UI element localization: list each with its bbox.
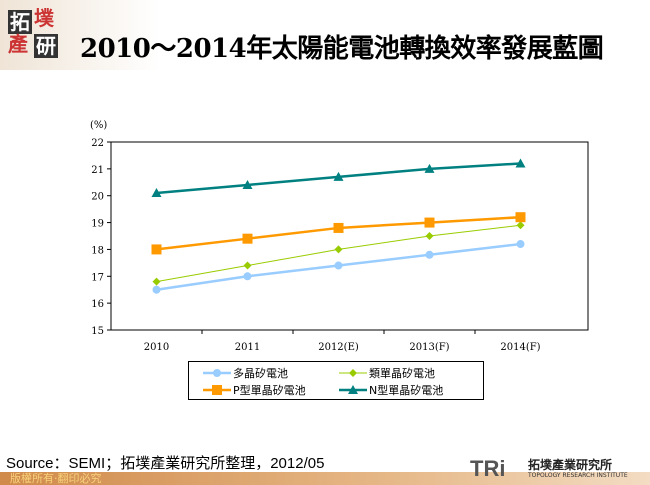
series-line <box>156 215 521 251</box>
series-3 <box>151 158 526 198</box>
data-point <box>425 250 434 259</box>
footer-bar <box>0 472 650 485</box>
legend-label: P型單晶矽電池 <box>233 383 306 397</box>
y-tick-label: 17 <box>91 272 104 283</box>
y-tick-label: 16 <box>91 299 104 310</box>
y-tick-label: 18 <box>91 245 104 256</box>
legend-marker <box>213 368 221 377</box>
data-point <box>152 285 161 294</box>
data-point <box>424 163 435 173</box>
data-point <box>334 245 343 254</box>
data-point <box>333 222 344 233</box>
legend-label: 類單晶矽電池 <box>369 366 435 380</box>
copyright-text: 版權所有‧翻印必究 <box>10 472 102 485</box>
x-tick-label: 2013(F) <box>409 342 449 353</box>
data-point <box>242 233 253 244</box>
tri-logo: TRi <box>470 456 506 481</box>
series-line <box>156 224 521 283</box>
data-point <box>516 221 525 230</box>
legend-swatch <box>339 368 367 377</box>
y-tick-label: 20 <box>91 192 104 203</box>
y-tick-label: 15 <box>91 326 104 337</box>
legend-swatch <box>339 384 367 394</box>
data-point <box>424 217 435 228</box>
y-tick-label: 21 <box>91 165 104 176</box>
data-point <box>152 277 161 286</box>
tri-name-en: TOPOLOGY RESEARCH INSTITUTE <box>528 472 628 479</box>
x-tick-label: 2012(E) <box>318 342 359 353</box>
series-2 <box>151 212 526 255</box>
legend-item: P型單晶矽電池 <box>203 381 306 398</box>
legend-marker <box>212 384 222 395</box>
legend-item: 類單晶矽電池 <box>339 364 435 381</box>
x-tick-label: 2010 <box>144 342 169 353</box>
data-point <box>242 179 253 189</box>
series-1 <box>152 221 525 286</box>
x-tick-label: 2014(F) <box>500 342 540 353</box>
plot-area <box>110 141 589 331</box>
data-point <box>516 240 525 249</box>
data-point <box>334 261 343 270</box>
legend-item: N型單晶矽電池 <box>339 381 443 398</box>
legend-swatch <box>203 368 231 377</box>
series-0 <box>152 240 525 294</box>
legend-swatch <box>203 384 231 395</box>
x-tick-label: 2011 <box>235 342 260 353</box>
data-point <box>151 244 162 255</box>
data-point <box>151 188 162 198</box>
y-tick-label: 22 <box>91 138 104 149</box>
data-point <box>243 261 252 270</box>
legend-item: 多晶矽電池 <box>203 364 288 381</box>
y-axis-unit: (%) <box>90 120 107 131</box>
legend-marker <box>348 384 358 394</box>
page-title: 2010～2014年太陽能電池轉換效率發展藍圖 <box>80 34 604 64</box>
source-note: Source：SEMI；拓墣產業研究所整理，2012/05 <box>6 455 325 472</box>
topology-logo: 拓 墣 產 研 <box>8 6 58 58</box>
data-point <box>425 232 434 240</box>
legend-marker <box>349 368 357 377</box>
tri-name-cn: 拓墣產業研究所 <box>528 458 613 472</box>
legend-label: 多晶矽電池 <box>233 366 288 380</box>
chart-legend: 多晶矽電池 類單晶矽電池 P型單晶矽電池 N型單晶矽電池 <box>188 361 484 400</box>
data-point <box>333 171 344 181</box>
data-point <box>243 272 252 281</box>
y-tick-label: 19 <box>91 219 104 230</box>
data-point <box>515 158 526 168</box>
line-chart: (%) 15 16 17 18 19 20 21 22 2010 2011 2012(E) 2013(… <box>90 120 589 353</box>
legend-label: N型單晶矽電池 <box>369 383 444 397</box>
data-point <box>515 212 526 223</box>
